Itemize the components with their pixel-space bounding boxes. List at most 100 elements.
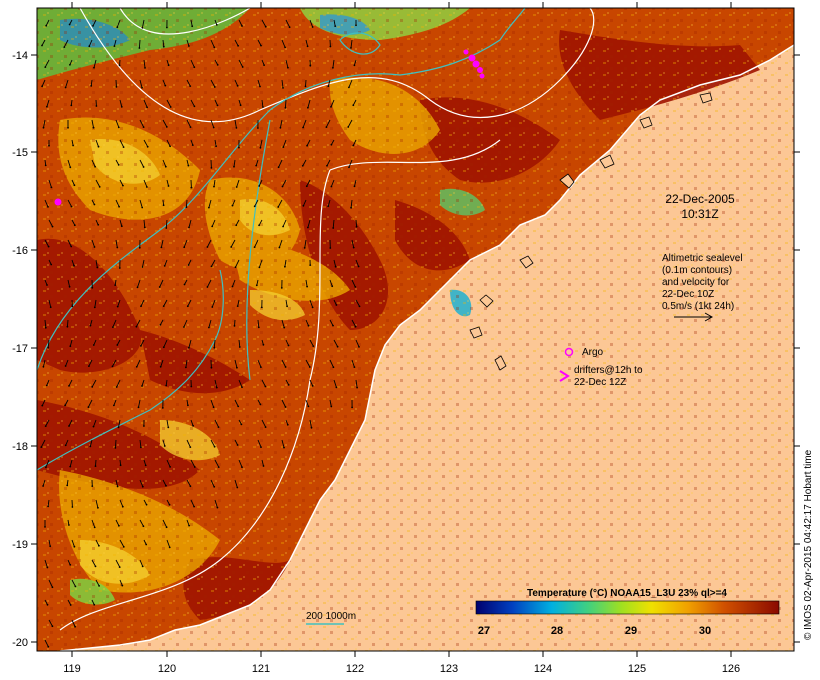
velocity-arrow-head (311, 26, 314, 28)
velocity-arrow (69, 339, 73, 347)
velocity-arrow-head (282, 146, 285, 149)
velocity-arrow-head (301, 164, 304, 167)
velocity-arrow (163, 299, 168, 307)
velocity-arrow-head (121, 584, 124, 587)
velocity-arrow (138, 39, 141, 49)
velocity-arrow (89, 439, 93, 447)
velocity-arrow (67, 599, 72, 606)
velocity-arrow (351, 359, 355, 368)
velocity-arrow (143, 459, 147, 466)
velocity-arrow-head (116, 485, 119, 488)
velocity-arrow-head (353, 366, 356, 368)
velocity-arrow-head (122, 146, 125, 149)
velocity-arrow (44, 559, 48, 568)
velocity-arrow (305, 79, 307, 87)
velocity-arrow (112, 359, 117, 367)
velocity-arrow (164, 259, 168, 267)
velocity-arrow-head (186, 305, 189, 308)
velocity-arrow-head (118, 566, 121, 568)
velocity-arrow-head (189, 446, 192, 448)
velocity-arrow-head (46, 566, 49, 569)
velocity-arrow-head (235, 186, 238, 188)
velocity-arrow (348, 159, 353, 168)
velocity-arrow-head (89, 445, 92, 448)
altimetry-note: 0.5m/s (1kt 24h) (662, 301, 734, 312)
velocity-arrow-head (64, 404, 66, 407)
velocity-arrow-head (165, 227, 168, 229)
velocity-arrow-head (355, 225, 358, 228)
plot-frame (36, 7, 795, 652)
velocity-arrow-head (117, 126, 120, 129)
velocity-arrow-head (45, 24, 48, 27)
colorbar-tick: 30 (699, 625, 711, 637)
lon-tick: 124 (534, 663, 552, 675)
velocity-arrow (44, 239, 49, 247)
velocity-arrow-head (283, 446, 285, 449)
velocity-arrow-head (306, 144, 308, 147)
velocity-arrow (190, 99, 195, 107)
velocity-arrow-head (188, 226, 190, 229)
velocity-arrow (139, 519, 144, 527)
velocity-arrow-head (191, 25, 194, 28)
velocity-arrow (94, 299, 97, 308)
velocity-arrow-head (42, 365, 45, 368)
velocity-arrow-head (284, 106, 287, 109)
lat-tick: -18 (12, 441, 28, 453)
velocity-arrow (234, 319, 236, 326)
velocity-arrow (68, 379, 73, 387)
velocity-arrow-head (51, 225, 54, 228)
velocity-arrow-head (213, 86, 216, 88)
kimberley-islands (469, 92, 713, 371)
velocity-arrow-head (241, 25, 243, 27)
velocity-arrow-head (73, 264, 75, 267)
velocity-arrow (190, 419, 194, 426)
velocity-arrow-head (72, 144, 74, 147)
velocity-arrow-head (282, 225, 284, 228)
velocity-arrow-head (350, 206, 352, 209)
velocity-arrow-head (334, 25, 337, 27)
velocity-arrow-head (210, 265, 213, 268)
velocity-arrow-head (354, 286, 357, 288)
velocity-arrow (66, 319, 69, 327)
velocity-arrow (234, 119, 237, 128)
velocity-arrow (71, 139, 74, 146)
velocity-arrow (210, 479, 215, 487)
velocity-arrow-head (255, 164, 258, 167)
lat-tick: -17 (12, 343, 28, 355)
velocity-arrow (91, 239, 95, 248)
velocity-arrow (353, 59, 357, 66)
velocity-arrow-head (46, 284, 48, 286)
velocity-arrow (285, 59, 289, 68)
velocity-arrow-head (44, 66, 47, 68)
velocity-arrow (138, 399, 141, 408)
velocity-arrow (210, 39, 215, 48)
velocity-arrow-head (307, 405, 310, 408)
velocity-arrow (214, 419, 219, 428)
velocity-arrow-head (97, 506, 99, 509)
velocity-arrow (115, 119, 120, 128)
velocity-arrow-head (118, 64, 121, 67)
velocity-arrow (162, 79, 166, 86)
velocity-arrow-head (87, 406, 90, 408)
velocity-arrow-head (307, 324, 310, 327)
velocity-arrow (333, 299, 337, 306)
velocity-arrow-head (308, 366, 311, 368)
velocity-arrow-head (113, 45, 116, 47)
velocity-arrow (67, 199, 72, 207)
velocity-arrow (65, 79, 69, 88)
velocity-arrow (232, 199, 236, 206)
velocity-arrow-head (241, 386, 243, 389)
velocity-arrow (307, 219, 311, 228)
velocity-arrow-head (44, 326, 47, 329)
velocity-arrow-head (206, 286, 209, 288)
velocity-arrow-head (208, 326, 210, 329)
velocity-arrow-head (332, 66, 334, 69)
velocity-arrow (355, 259, 360, 267)
velocity-arrow (71, 259, 75, 266)
velocity-arrow (93, 59, 97, 68)
velocity-arrow-head (140, 345, 142, 347)
velocity-arrow (47, 339, 50, 348)
velocity-arrow (210, 79, 216, 88)
velocity-arrow-head (188, 524, 191, 527)
velocity-arrow-head (47, 245, 50, 248)
